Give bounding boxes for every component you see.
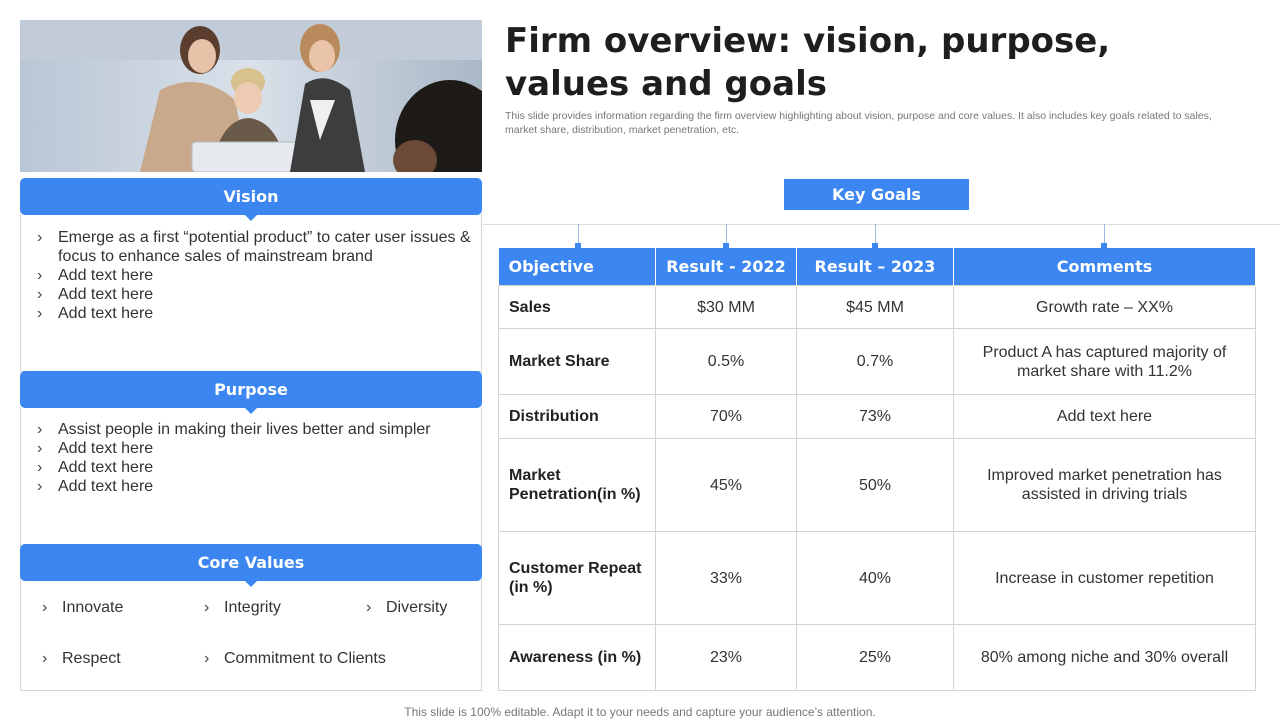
purpose-panel: Assist people in making their lives bett… xyxy=(20,407,482,547)
core-values-panel xyxy=(20,580,482,691)
vision-item: Emerge as a first “potential product” to… xyxy=(21,228,481,266)
table-header-row: Objective Result - 2022 Result – 2023 Co… xyxy=(498,248,1256,286)
result-2022-cell: 33% xyxy=(655,531,797,625)
vision-item: Add text here xyxy=(21,285,481,304)
objective-cell: Customer Repeat (in %) xyxy=(498,531,656,625)
table-row: Sales $30 MM $45 MM Growth rate – XX% xyxy=(498,285,1256,329)
purpose-list: Assist people in making their lives bett… xyxy=(21,420,481,496)
objective-cell: Awareness (in %) xyxy=(498,624,656,691)
purpose-item: Assist people in making their lives bett… xyxy=(21,420,481,439)
page-title: Firm overview: vision, purpose, values a… xyxy=(505,21,1111,104)
core-value-item: Integrity xyxy=(202,598,281,617)
objective-cell: Market Share xyxy=(498,328,656,395)
core-value-item: Diversity xyxy=(364,598,447,617)
comment-cell: Growth rate – XX% xyxy=(953,285,1256,329)
purpose-heading: Purpose xyxy=(20,371,482,414)
result-2023-cell: 0.7% xyxy=(796,328,954,395)
connector-dot xyxy=(575,243,581,249)
column-header: Objective xyxy=(498,248,656,286)
team-photo xyxy=(20,20,482,172)
vision-item: Add text here xyxy=(21,266,481,285)
vision-list: Emerge as a first “potential product” to… xyxy=(21,228,481,323)
table-row: Market Share 0.5% 0.7% Product A has cap… xyxy=(498,328,1256,395)
result-2023-cell: 25% xyxy=(796,624,954,691)
vision-panel: Emerge as a first “potential product” to… xyxy=(20,214,482,372)
result-2023-cell: 50% xyxy=(796,438,954,532)
core-value-item: Respect xyxy=(40,649,121,668)
result-2022-cell: 45% xyxy=(655,438,797,532)
comment-cell: Product A has captured majority of marke… xyxy=(953,328,1256,395)
core-value-item: Commitment to Clients xyxy=(202,649,386,668)
column-header: Result - 2022 xyxy=(655,248,797,286)
table-row: Customer Repeat (in %) 33% 40% Increase … xyxy=(498,531,1256,625)
result-2022-cell: 23% xyxy=(655,624,797,691)
key-goals-heading: Key Goals xyxy=(784,179,969,210)
connector-dot xyxy=(1101,243,1107,249)
comment-cell: Improved market penetration has assisted… xyxy=(953,438,1256,532)
comment-cell: Increase in customer repetition xyxy=(953,531,1256,625)
column-header: Result – 2023 xyxy=(796,248,954,286)
purpose-item: Add text here xyxy=(21,458,481,477)
result-2023-cell: $45 MM xyxy=(796,285,954,329)
connector-dot xyxy=(723,243,729,249)
connector-line xyxy=(726,224,727,246)
result-2022-cell: 0.5% xyxy=(655,328,797,395)
connector-line xyxy=(578,224,579,246)
key-goals-divider xyxy=(483,224,1280,225)
footer-note: This slide is 100% editable. Adapt it to… xyxy=(404,705,876,719)
table-row: Awareness (in %) 23% 25% 80% among niche… xyxy=(498,624,1256,691)
vision-item: Add text here xyxy=(21,304,481,323)
comment-cell: Add text here xyxy=(953,394,1256,439)
vision-heading: Vision xyxy=(20,178,482,221)
purpose-item: Add text here xyxy=(21,439,481,458)
result-2023-cell: 40% xyxy=(796,531,954,625)
comment-cell: 80% among niche and 30% overall xyxy=(953,624,1256,691)
core-value-item: Innovate xyxy=(40,598,123,617)
connector-line xyxy=(875,224,876,246)
objective-cell: Sales xyxy=(498,285,656,329)
key-goals-table: Objective Result - 2022 Result – 2023 Co… xyxy=(498,248,1256,691)
table-row: Market Penetration(in %) 45% 50% Improve… xyxy=(498,438,1256,532)
result-2023-cell: 73% xyxy=(796,394,954,439)
column-header: Comments xyxy=(953,248,1256,286)
result-2022-cell: 70% xyxy=(655,394,797,439)
page-subtitle: This slide provides information regardin… xyxy=(505,110,1212,136)
core-values-heading: Core Values xyxy=(20,544,482,587)
connector-line xyxy=(1104,224,1105,246)
result-2022-cell: $30 MM xyxy=(655,285,797,329)
connector-dot xyxy=(872,243,878,249)
purpose-item: Add text here xyxy=(21,477,481,496)
objective-cell: Market Penetration(in %) xyxy=(498,438,656,532)
table-row: Distribution 70% 73% Add text here xyxy=(498,394,1256,439)
objective-cell: Distribution xyxy=(498,394,656,439)
